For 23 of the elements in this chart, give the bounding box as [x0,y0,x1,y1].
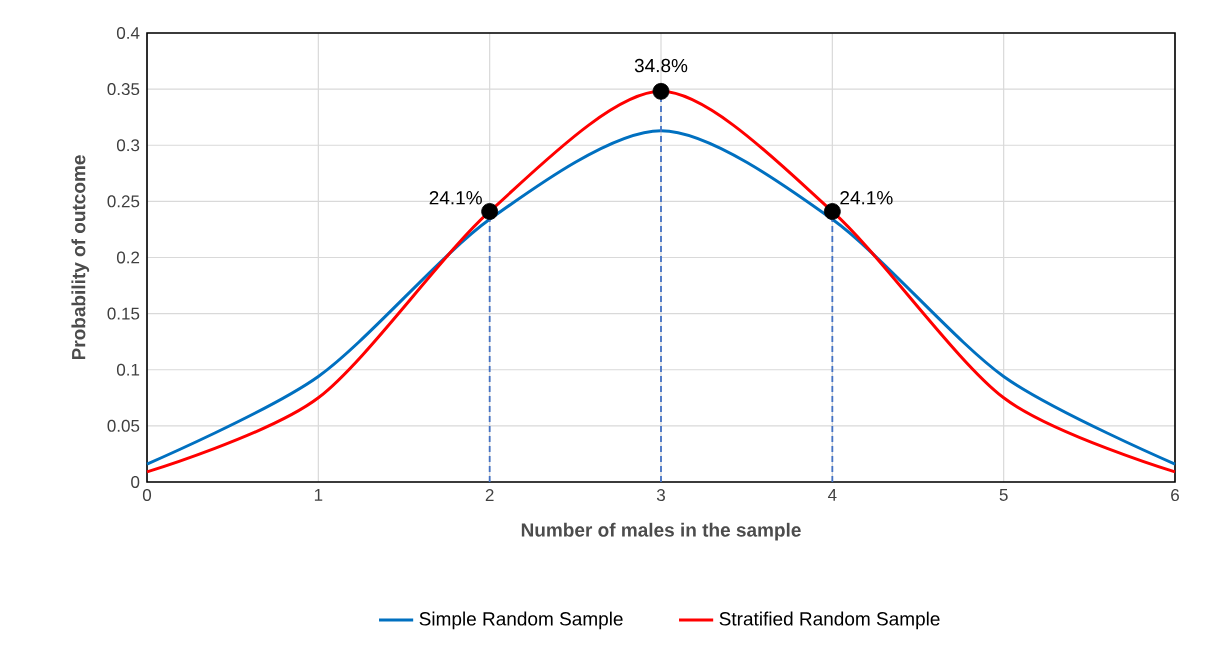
y-tick-label: 0.15 [107,307,140,320]
x-axis-title: Number of males in the sample [521,522,801,541]
x-tick-label: 5 [999,489,1008,501]
y-tick-label: 0.2 [116,251,140,264]
annotation: 34.8% [634,58,688,73]
y-tick-label: 0.1 [116,363,140,376]
x-tick-label: 4 [827,489,837,501]
y-axis-title: Probability of outcome [71,155,90,360]
y-tick-label: 0.3 [116,139,140,152]
x-tick-label: 1 [314,489,323,501]
annotation: 24.1% [840,191,893,205]
x-tick-label: 6 [1171,489,1179,502]
x-tick-label: 0 [142,489,152,502]
legend-label: Stratified Random Sample [719,611,940,630]
y-tick-label: 0.35 [107,83,140,96]
x-tick-label: 3 [656,489,665,502]
annotation: 24.1% [429,191,482,205]
legend-label: Simple Random Sample [419,611,623,630]
x-tick-label: 2 [485,489,494,501]
y-tick-label: 0.25 [107,195,140,208]
y-tick-label: 0 [131,475,140,488]
y-tick-label: 0.4 [116,26,140,39]
y-tick-label: 0.05 [107,419,140,432]
